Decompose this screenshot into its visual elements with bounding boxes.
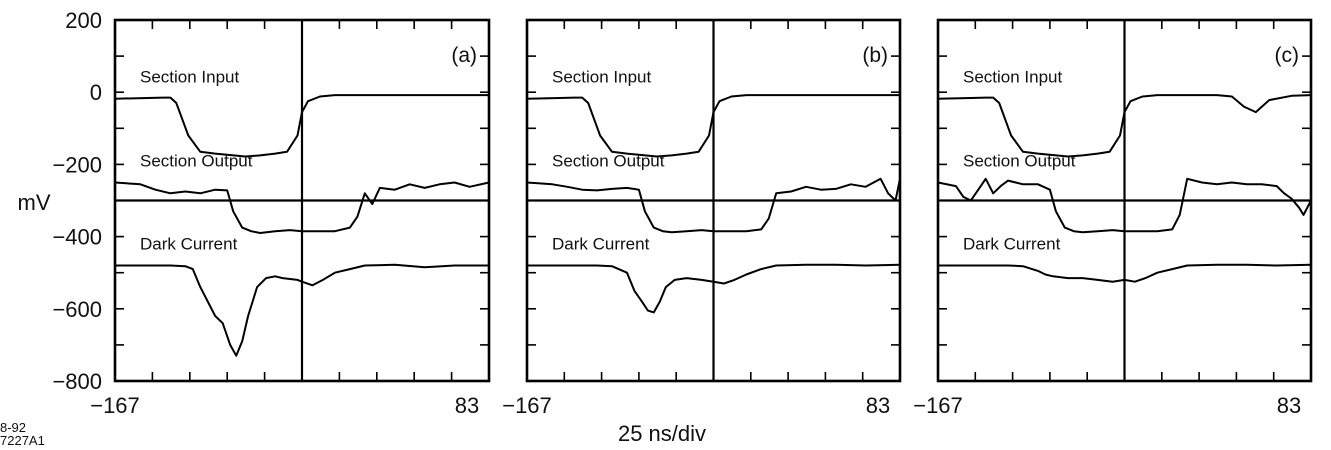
x-tick-83: 83 [455,393,479,418]
series-label-section-output: Section Output [140,151,253,170]
series-line-section-input [114,94,489,158]
y-tick-200: 200 [65,8,102,33]
y-tick-minus-200: −200 [52,152,102,177]
series-line-section-input [526,94,900,158]
series-label-dark-current: Dark Current [963,234,1061,253]
panel-a: 200 0 −200 −400 −600 −800−167 83 (a) Section Inp… [52,8,491,418]
x-tick-83: 83 [866,393,890,418]
series-label-section-input: Section Input [963,68,1063,87]
series-line-section-output [937,177,1312,234]
y-tick-minus-800: −800 [52,369,102,394]
panel-label: (a) [451,44,477,67]
series-label-section-input: Section Input [552,68,652,87]
y-tick-minus-600: −600 [52,297,102,322]
series-label-section-output: Section Output [963,151,1076,170]
panel-label: (c) [1275,44,1300,67]
series-label-section-output: Section Output [552,151,665,170]
figure-stamp: 8-92 7227A1 [0,421,45,447]
panel-b: −167 83 (b) Section Input Section Output Dark… [502,18,902,418]
series-line-dark-current [938,263,1312,283]
x-tick-minus-167: −167 [913,393,963,418]
series-label-dark-current: Dark Current [140,234,238,253]
series-line-dark-current [527,263,901,314]
x-tick-83: 83 [1277,393,1301,418]
x-scale-label: 25 ns/div [618,421,706,446]
stamp-code: 7227A1 [0,433,45,448]
y-unit-label: mV [18,190,51,215]
x-tick-minus-167: −167 [90,393,140,418]
series-label-dark-current: Dark Current [552,234,650,253]
y-tick-0: 0 [90,80,102,105]
y-tick-minus-400: −400 [52,225,102,250]
shared-axis-decor: mV 25 ns/div [18,190,707,446]
stamp-date: 8-92 [0,420,27,435]
series-label-section-input: Section Input [140,68,240,87]
x-tick-minus-167: −167 [502,393,552,418]
series-line-section-input [937,94,1312,158]
panel-label: (b) [862,44,888,67]
panel-c: −167 83 (c) Section Input Section Output Dark… [913,18,1313,418]
series-line-dark-current [115,263,489,357]
series-line-section-output [526,177,901,234]
series-line-section-output [114,181,490,234]
